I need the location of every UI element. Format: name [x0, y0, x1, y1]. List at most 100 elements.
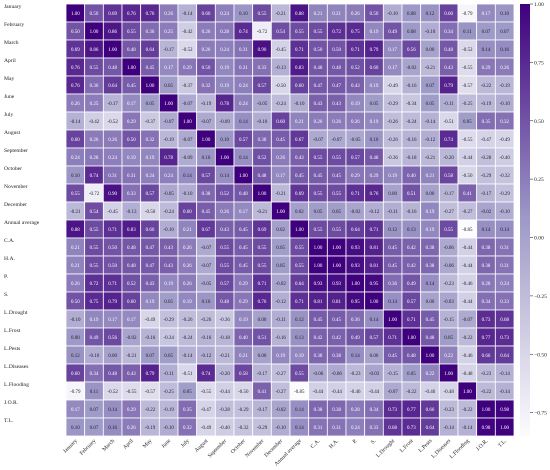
- cell-value-label: 0.29: [239, 300, 248, 305]
- cell-value-label: -0.14: [182, 354, 193, 359]
- cell-value-label: 0.31: [314, 426, 323, 431]
- cell-value-label: -0.49: [145, 318, 156, 323]
- cell-value-label: 0.17: [127, 318, 136, 323]
- cell-value-label: 0.43: [127, 372, 136, 377]
- cell-value-label: 0.14: [370, 318, 379, 323]
- cell-value-label: -0.09: [219, 120, 230, 125]
- cell-value-label: -0.37: [145, 120, 156, 125]
- cell-value-label: 0.05: [463, 120, 472, 125]
- cell-value-label: 0.68: [388, 426, 397, 431]
- cell-value-label: 0.76: [258, 300, 267, 305]
- cell-value-label: 0.14: [426, 282, 435, 287]
- cell-value-label: 0.38: [314, 408, 323, 413]
- cell-value-label: -0.16: [406, 210, 417, 215]
- cell-value-label: 0.60: [127, 300, 136, 305]
- cell-value-label: -0.17: [257, 408, 268, 413]
- cell-value-label: -0.44: [462, 246, 473, 251]
- cell-value-label: 0.25: [164, 30, 173, 35]
- cell-value-label: -0.47: [201, 408, 212, 413]
- cell-value-label: 0.17: [388, 66, 397, 71]
- cell-value-label: 1.00: [295, 228, 304, 233]
- cell-value-label: 0.47: [146, 246, 155, 251]
- x-tick-label: S.: [370, 438, 378, 446]
- cell-value-label: -0.23: [443, 282, 454, 287]
- cell-value-label: 0.72: [332, 30, 341, 35]
- cell-value-label: 0.45: [314, 318, 323, 323]
- y-tick-labels: January February March April May June July Augu…: [4, 4, 40, 424]
- cell-value-label: 0.29: [370, 174, 379, 179]
- cell-value-label: -0.51: [182, 372, 193, 377]
- cell-value-label: -0.36: [219, 318, 230, 323]
- cell-value-label: -0.27: [275, 372, 286, 377]
- cell-value-label: 0.05: [276, 264, 285, 269]
- cell-value-label: 0.73: [500, 336, 509, 341]
- cell-value-label: 1.00: [370, 300, 379, 305]
- cell-value-label: 0.14: [183, 174, 192, 179]
- cell-value-label: 0.48: [108, 372, 117, 377]
- cell-value-label: 0.05: [332, 210, 341, 215]
- colorbar-tick-label: 0.75: [534, 60, 544, 66]
- cell-value-label: 0.60: [146, 228, 155, 233]
- cell-value-label: 0.14: [482, 228, 491, 233]
- cell-value-label: 0.00: [426, 300, 435, 305]
- y-tick-label: J.O.R.: [4, 400, 19, 406]
- cell-value-label: 0.14: [500, 228, 509, 233]
- cell-value-label: 0.75: [351, 30, 360, 35]
- cell-value-label: -0.85: [462, 228, 473, 233]
- cell-value-label: 0.38: [332, 354, 341, 359]
- cell-value-label: 0.45: [202, 210, 211, 215]
- cell-value-label: 0.49: [388, 30, 397, 35]
- cell-value-label: 0.55: [90, 246, 99, 251]
- cell-value-label: 0.31: [108, 174, 117, 179]
- cell-value-label: 0.55: [295, 246, 304, 251]
- cell-value-label: 0.88: [71, 228, 80, 233]
- cell-value-label: 0.02: [276, 228, 285, 233]
- cell-value-label: -0.52: [107, 390, 118, 395]
- y-tick-label: March: [4, 40, 19, 46]
- cell-value-label: 0.81: [332, 300, 341, 305]
- cell-value-label: 0.71: [295, 300, 304, 305]
- cell-value-label: -0.18: [406, 156, 417, 161]
- cell-value-label: 1.00: [463, 390, 472, 395]
- cell-value-label: 0.86: [108, 30, 117, 35]
- cell-value-label: -0.21: [275, 192, 286, 197]
- cell-value-label: -0.46: [350, 390, 361, 395]
- cell-value-label: -0.12: [201, 354, 212, 359]
- cell-value-label: -0.21: [126, 354, 137, 359]
- cell-value-label: 0.07: [146, 354, 155, 359]
- cell-value-label: 0.93: [351, 246, 360, 251]
- cell-value-label: -0.17: [107, 102, 118, 107]
- cell-value-label: -0.23: [350, 372, 361, 377]
- cell-value-label: -0.07: [387, 390, 398, 395]
- cell-value-label: -0.42: [89, 120, 100, 125]
- cell-value-label: 0.24: [239, 102, 248, 107]
- cell-value-label: -0.16: [145, 336, 156, 341]
- cell-value-label: 0.40: [407, 174, 416, 179]
- cell-value-label: -0.16: [275, 336, 286, 341]
- cell-value-label: 0.52: [258, 156, 267, 161]
- cell-value-label: 0.55: [90, 66, 99, 71]
- cell-value-label: -0.51: [443, 120, 454, 125]
- cell-value-label: 0.95: [351, 300, 360, 305]
- y-tick-label: P.: [4, 274, 8, 280]
- cell-value-label: -0.14: [462, 426, 473, 431]
- cell-value-label: 0.50: [370, 12, 379, 17]
- cell-value-label: 0.38: [332, 408, 341, 413]
- y-tick-label: L.Diseases: [4, 364, 28, 370]
- x-tick-label: October: [230, 438, 247, 455]
- cell-value-label: 0.07: [90, 426, 99, 431]
- cell-value-label: -0.42: [182, 30, 193, 35]
- cell-value-label: -0.07: [331, 138, 342, 143]
- cell-value-label: 0.60: [444, 12, 453, 17]
- cell-value-label: 0.76: [127, 12, 136, 17]
- cell-value-label: 0.31: [332, 426, 341, 431]
- cell-value-label: 0.79: [370, 48, 379, 53]
- cell-value-label: -0.29: [481, 174, 492, 179]
- cell-value-label: -0.46: [462, 282, 473, 287]
- cell-value-label: 0.38: [426, 264, 435, 269]
- cell-value-label: -0.10: [275, 426, 286, 431]
- x-tick-label: November: [244, 438, 265, 459]
- cell-value-label: 0.21: [71, 264, 80, 269]
- cell-value-label: -0.17: [481, 192, 492, 197]
- cell-value-label: 0.71: [258, 282, 267, 287]
